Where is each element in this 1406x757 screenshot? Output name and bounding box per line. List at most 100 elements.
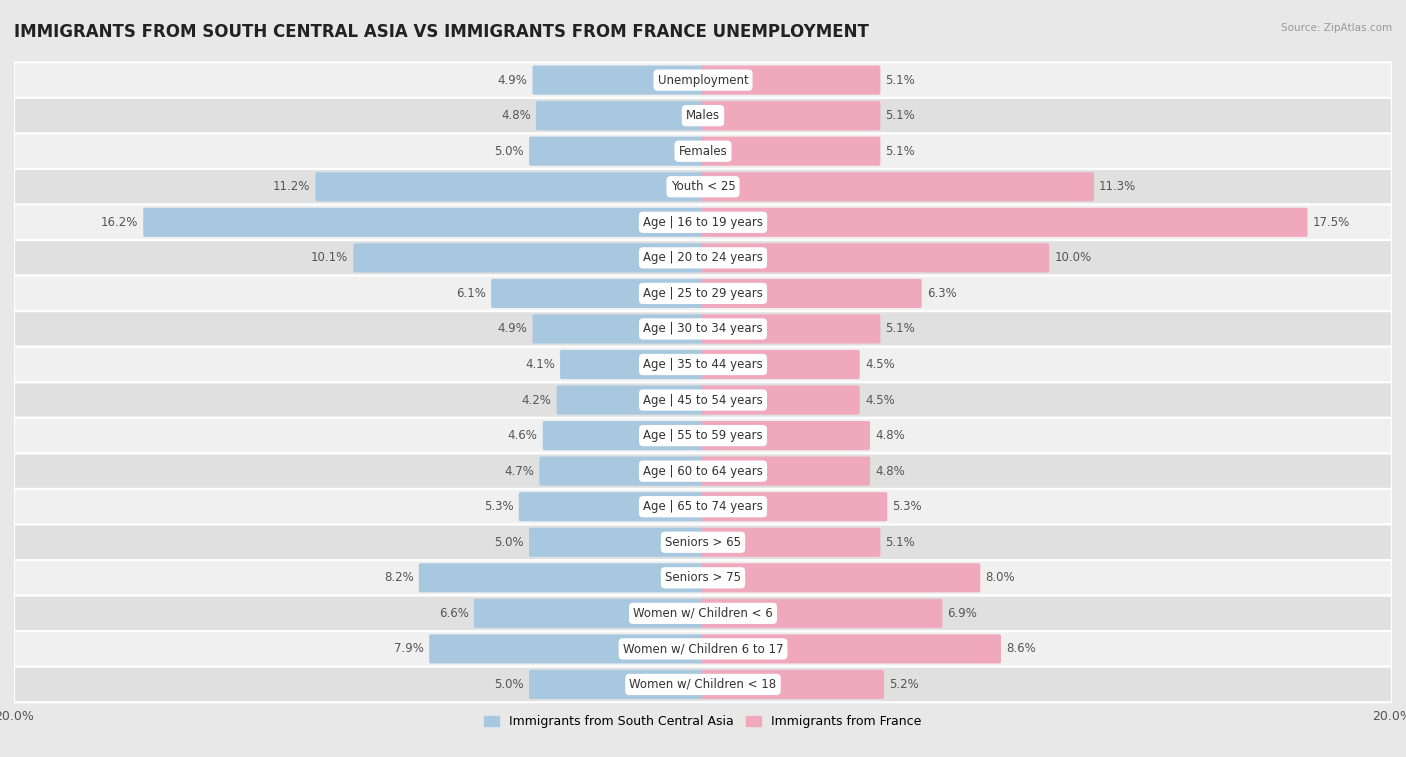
Text: Age | 60 to 64 years: Age | 60 to 64 years [643,465,763,478]
Text: Females: Females [679,145,727,157]
FancyBboxPatch shape [702,456,870,486]
FancyBboxPatch shape [702,634,1001,663]
Text: Age | 25 to 29 years: Age | 25 to 29 years [643,287,763,300]
Text: 17.5%: 17.5% [1313,216,1350,229]
FancyBboxPatch shape [14,418,1392,453]
FancyBboxPatch shape [529,136,704,166]
Legend: Immigrants from South Central Asia, Immigrants from France: Immigrants from South Central Asia, Immi… [479,710,927,733]
FancyBboxPatch shape [14,347,1392,382]
FancyBboxPatch shape [14,631,1392,667]
FancyBboxPatch shape [143,207,704,237]
Text: 11.2%: 11.2% [273,180,311,193]
Text: 5.0%: 5.0% [495,536,524,549]
Text: 6.9%: 6.9% [948,607,977,620]
Text: Unemployment: Unemployment [658,73,748,86]
Text: Women w/ Children 6 to 17: Women w/ Children 6 to 17 [623,643,783,656]
FancyBboxPatch shape [14,667,1392,702]
Text: 4.7%: 4.7% [505,465,534,478]
FancyBboxPatch shape [14,489,1392,525]
Text: 11.3%: 11.3% [1099,180,1136,193]
FancyBboxPatch shape [557,385,704,415]
Text: 5.1%: 5.1% [886,322,915,335]
FancyBboxPatch shape [14,240,1392,276]
FancyBboxPatch shape [702,66,880,95]
Text: 5.2%: 5.2% [889,678,918,691]
FancyBboxPatch shape [529,670,704,699]
FancyBboxPatch shape [702,563,980,593]
Text: Youth < 25: Youth < 25 [671,180,735,193]
Text: 5.3%: 5.3% [893,500,922,513]
Text: 4.5%: 4.5% [865,394,894,407]
Text: IMMIGRANTS FROM SOUTH CENTRAL ASIA VS IMMIGRANTS FROM FRANCE UNEMPLOYMENT: IMMIGRANTS FROM SOUTH CENTRAL ASIA VS IM… [14,23,869,41]
Text: Seniors > 65: Seniors > 65 [665,536,741,549]
Text: 4.6%: 4.6% [508,429,537,442]
Text: 10.0%: 10.0% [1054,251,1091,264]
FancyBboxPatch shape [560,350,704,379]
FancyBboxPatch shape [419,563,704,593]
Text: 4.5%: 4.5% [865,358,894,371]
Text: 4.8%: 4.8% [501,109,531,122]
Text: Age | 30 to 34 years: Age | 30 to 34 years [643,322,763,335]
FancyBboxPatch shape [702,421,870,450]
Text: 8.2%: 8.2% [384,572,413,584]
FancyBboxPatch shape [540,456,704,486]
Text: Males: Males [686,109,720,122]
FancyBboxPatch shape [702,136,880,166]
FancyBboxPatch shape [702,492,887,522]
FancyBboxPatch shape [14,204,1392,240]
FancyBboxPatch shape [14,62,1392,98]
FancyBboxPatch shape [702,350,859,379]
FancyBboxPatch shape [14,133,1392,169]
FancyBboxPatch shape [702,279,922,308]
Text: 4.9%: 4.9% [498,73,527,86]
Text: 16.2%: 16.2% [101,216,138,229]
FancyBboxPatch shape [14,382,1392,418]
FancyBboxPatch shape [353,243,704,273]
FancyBboxPatch shape [14,560,1392,596]
Text: 4.9%: 4.9% [498,322,527,335]
Text: 8.0%: 8.0% [986,572,1015,584]
FancyBboxPatch shape [702,670,884,699]
FancyBboxPatch shape [14,169,1392,204]
Text: 4.8%: 4.8% [875,429,905,442]
Text: Age | 55 to 59 years: Age | 55 to 59 years [643,429,763,442]
Text: 10.1%: 10.1% [311,251,349,264]
Text: Age | 35 to 44 years: Age | 35 to 44 years [643,358,763,371]
Text: 6.3%: 6.3% [927,287,956,300]
FancyBboxPatch shape [702,172,1094,201]
Text: 5.1%: 5.1% [886,73,915,86]
Text: 4.8%: 4.8% [875,465,905,478]
FancyBboxPatch shape [14,311,1392,347]
Text: 5.1%: 5.1% [886,109,915,122]
FancyBboxPatch shape [14,596,1392,631]
FancyBboxPatch shape [474,599,704,628]
FancyBboxPatch shape [14,453,1392,489]
Text: 6.6%: 6.6% [439,607,468,620]
FancyBboxPatch shape [702,385,859,415]
FancyBboxPatch shape [702,599,942,628]
Text: Women w/ Children < 18: Women w/ Children < 18 [630,678,776,691]
FancyBboxPatch shape [533,66,704,95]
Text: Age | 20 to 24 years: Age | 20 to 24 years [643,251,763,264]
Text: Seniors > 75: Seniors > 75 [665,572,741,584]
Text: 6.1%: 6.1% [456,287,486,300]
Text: 7.9%: 7.9% [394,643,425,656]
Text: Women w/ Children < 6: Women w/ Children < 6 [633,607,773,620]
FancyBboxPatch shape [702,207,1308,237]
FancyBboxPatch shape [536,101,704,130]
FancyBboxPatch shape [519,492,704,522]
Text: Age | 65 to 74 years: Age | 65 to 74 years [643,500,763,513]
FancyBboxPatch shape [702,243,1049,273]
FancyBboxPatch shape [14,525,1392,560]
Text: 4.1%: 4.1% [524,358,555,371]
Text: 5.1%: 5.1% [886,536,915,549]
Text: 8.6%: 8.6% [1007,643,1036,656]
FancyBboxPatch shape [543,421,704,450]
FancyBboxPatch shape [702,528,880,557]
Text: 5.0%: 5.0% [495,145,524,157]
FancyBboxPatch shape [429,634,704,663]
FancyBboxPatch shape [14,276,1392,311]
FancyBboxPatch shape [315,172,704,201]
Text: 4.2%: 4.2% [522,394,551,407]
Text: 5.1%: 5.1% [886,145,915,157]
